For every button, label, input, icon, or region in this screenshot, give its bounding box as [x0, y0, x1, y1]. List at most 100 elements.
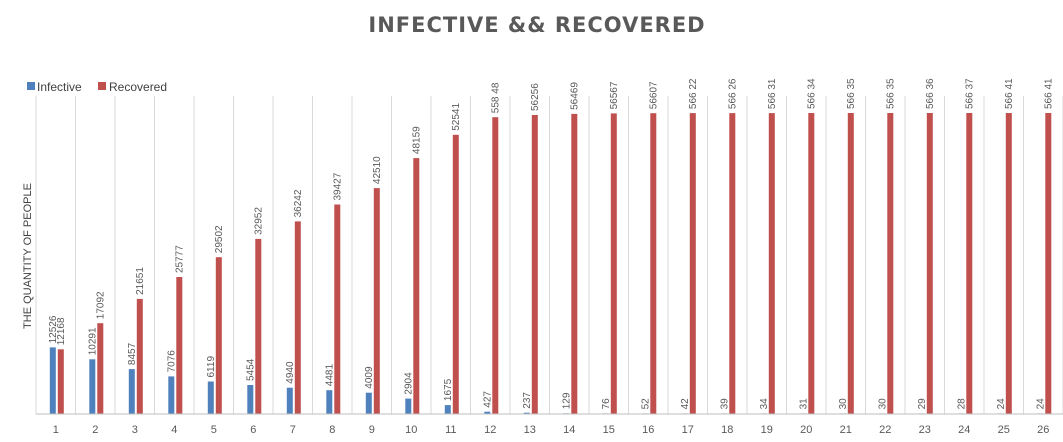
chart-title: INFECTIVE && RECOVERED	[368, 13, 705, 37]
data-label-recovered-17: 566 22	[688, 78, 699, 109]
bar-recovered-20	[808, 113, 815, 414]
data-label-infective-4: 7076	[166, 350, 177, 373]
bar-recovered-10	[413, 158, 420, 414]
data-label-infective-7: 4940	[285, 361, 296, 384]
data-label-infective-11: 1675	[443, 378, 454, 401]
x-tick-label: 8	[329, 424, 335, 436]
x-tick-label: 19	[761, 424, 773, 436]
data-label-recovered-2: 17092	[95, 291, 106, 319]
data-label-infective-3: 8457	[127, 342, 138, 365]
x-tick-label: 2	[92, 424, 98, 436]
bar-infective-13	[523, 412, 530, 414]
bar-recovered-16	[650, 113, 657, 414]
x-tick-label: 23	[919, 424, 931, 436]
bar-recovered-6	[255, 238, 262, 414]
data-label-infective-19: 34	[759, 398, 770, 410]
bar-recovered-18	[729, 113, 736, 414]
bar-recovered-26	[1045, 113, 1052, 414]
bar-recovered-4	[176, 277, 183, 414]
bar-infective-7	[286, 387, 293, 414]
legend-label-infective: Infective	[37, 80, 82, 94]
x-tick-label: 18	[721, 424, 733, 436]
bar-recovered-22	[887, 113, 894, 414]
data-label-recovered-13: 56256	[530, 83, 541, 111]
data-label-recovered-21: 566 35	[846, 78, 857, 109]
x-tick-label: 11	[445, 424, 456, 436]
bar-infective-9	[365, 392, 372, 414]
x-tick-label: 6	[250, 424, 256, 436]
bar-infective-11	[444, 405, 451, 414]
data-label-recovered-19: 566 31	[767, 78, 778, 109]
data-label-recovered-24: 566 37	[964, 78, 975, 109]
data-label-recovered-16: 56607	[648, 81, 659, 109]
legend-swatch-recovered	[98, 82, 106, 90]
bar-recovered-7	[294, 221, 301, 414]
data-label-recovered-23: 566 36	[925, 78, 936, 109]
data-label-recovered-14: 56469	[569, 82, 580, 110]
x-tick-label: 24	[958, 424, 970, 436]
data-label-recovered-15: 56567	[609, 81, 620, 109]
x-tick-label: 22	[879, 424, 891, 436]
data-label-infective-25: 24	[996, 398, 1007, 410]
legend-swatch-infective	[27, 82, 35, 90]
x-tick-labels: 1 2 3 4 5 6 7 8 9 10 11 12 13 14 15 16 17 18 19 20 21 22 23 24 2…	[53, 424, 1050, 436]
data-label-infective-10: 2904	[403, 372, 414, 395]
data-label-infective-1: 12526	[48, 315, 59, 343]
data-label-infective-26: 24	[1035, 398, 1046, 410]
x-tick-label: 13	[524, 424, 536, 436]
x-tick-label: 15	[603, 424, 615, 436]
bar-recovered-2	[97, 323, 104, 414]
x-tick-label: 4	[171, 424, 177, 436]
bar-recovered-17	[689, 113, 696, 414]
data-label-infective-8: 4481	[324, 364, 335, 387]
bar-recovered-24	[966, 113, 973, 414]
data-label-recovered-3: 21651	[135, 267, 146, 295]
x-tick-label: 20	[800, 424, 812, 436]
x-tick-label: 10	[405, 424, 417, 436]
x-tick-label: 7	[290, 424, 296, 436]
data-label-recovered-12: 558 48	[490, 82, 501, 113]
bar-recovered-19	[768, 113, 775, 414]
data-label-infective-17: 42	[680, 398, 691, 410]
data-label-recovered-10: 48159	[411, 126, 422, 154]
data-label-infective-18: 39	[719, 398, 730, 410]
data-label-recovered-9: 42510	[372, 156, 383, 184]
data-label-infective-22: 30	[877, 398, 888, 410]
bar-infective-6	[247, 385, 254, 414]
bar-recovered-23	[926, 113, 933, 414]
data-label-infective-23: 29	[917, 398, 928, 410]
data-label-recovered-6: 32952	[253, 207, 264, 235]
data-label-recovered-4: 25777	[174, 245, 185, 273]
gridlines	[35, 96, 1063, 414]
data-label-infective-21: 30	[838, 398, 849, 410]
bars	[49, 113, 1052, 415]
bar-recovered-25	[1005, 113, 1012, 414]
bar-recovered-12	[492, 117, 499, 414]
bar-infective-1	[49, 347, 56, 414]
bar-recovered-5	[215, 257, 222, 414]
bar-recovered-11	[452, 134, 459, 415]
x-tick-label: 1	[53, 424, 59, 436]
bar-infective-10	[405, 398, 412, 414]
data-label-recovered-25: 566 41	[1004, 78, 1015, 109]
data-label-infective-13: 237	[522, 392, 533, 409]
data-label-recovered-8: 39427	[332, 172, 343, 200]
data-label-infective-20: 31	[798, 398, 809, 410]
x-tick-label: 12	[484, 424, 496, 436]
data-label-infective-2: 10291	[87, 327, 98, 355]
x-tick-label: 21	[840, 424, 852, 436]
data-label-infective-5: 6119	[206, 356, 217, 378]
bar-recovered-1	[57, 349, 64, 414]
data-label-recovered-11: 52541	[451, 103, 462, 131]
x-tick-label: 9	[369, 424, 375, 436]
data-label-recovered-22: 566 35	[885, 78, 896, 109]
bar-recovered-15	[610, 113, 617, 415]
x-tick-label: 16	[642, 424, 654, 436]
x-tick-label: 5	[211, 424, 217, 436]
data-label-recovered-1: 12168	[56, 317, 67, 345]
bar-recovered-9	[373, 188, 380, 414]
x-tick-label: 14	[563, 424, 575, 436]
y-axis-label: THE QUANTITY OF PEOPLE	[22, 183, 34, 329]
x-tick-label: 25	[998, 424, 1010, 436]
